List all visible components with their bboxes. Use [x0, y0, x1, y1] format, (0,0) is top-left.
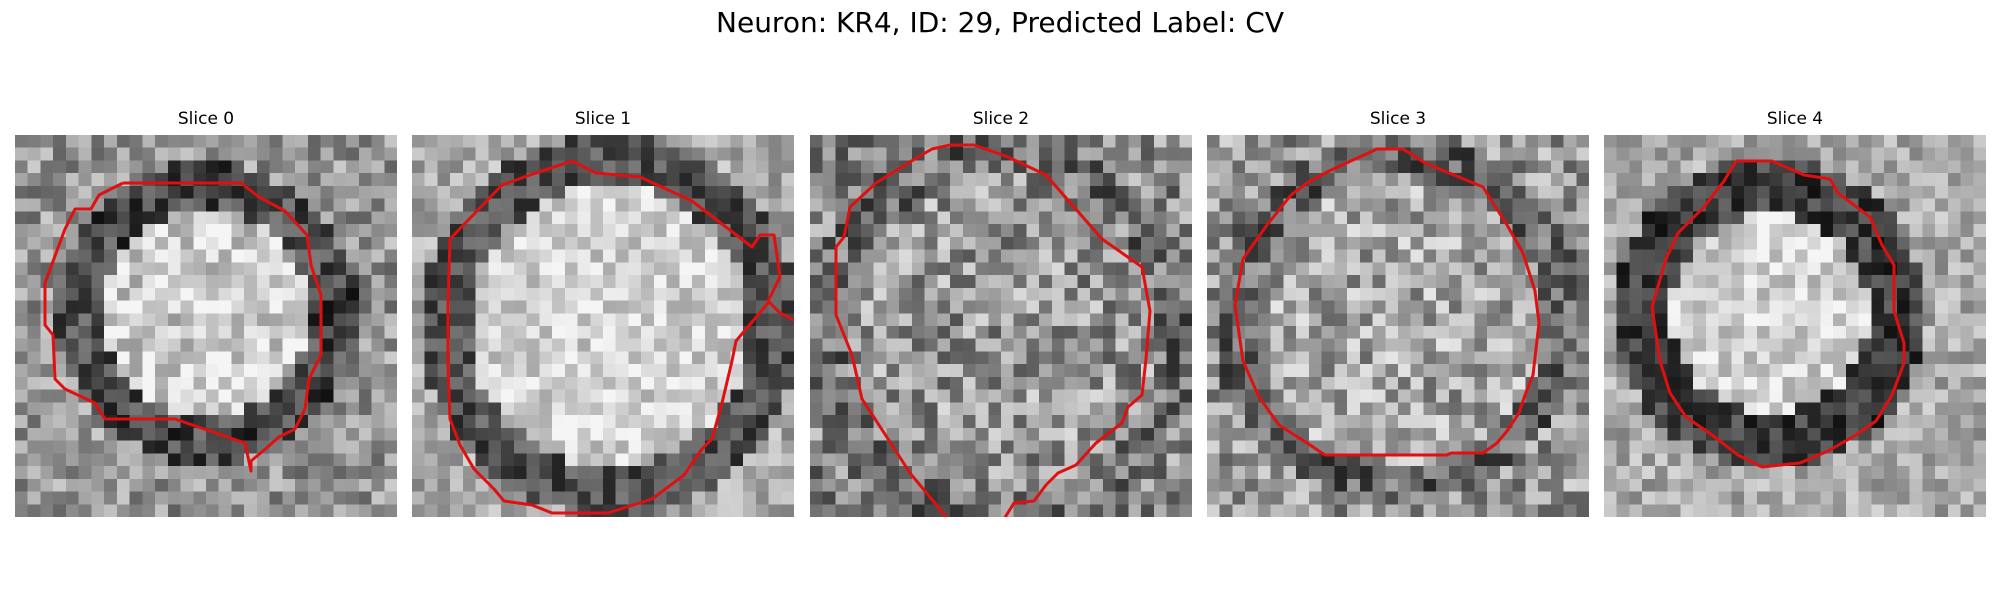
segmentation-contour-3 [1233, 147, 1541, 457]
slice-title-3: Slice 3 [1369, 109, 1427, 129]
slice-title-0: Slice 0 [177, 109, 235, 129]
segmentation-contour-0 [43, 181, 323, 473]
slice-panel-1: Slice 1 [412, 109, 794, 517]
segmentation-contour-2 [834, 143, 1152, 517]
slice-image-1 [412, 135, 794, 517]
slice-title-2: Slice 2 [972, 109, 1030, 129]
slice-title-1: Slice 1 [574, 109, 632, 129]
slice-panel-4: Slice 4 [1604, 109, 1986, 517]
slice-panel-0: Slice 0 [15, 109, 397, 517]
segmentation-contour-1 [446, 159, 794, 515]
slice-image-3 [1207, 135, 1589, 517]
slice-image-0 [15, 135, 397, 517]
slice-grayscale-image-0 [15, 135, 397, 517]
figure-title: Neuron: KR4, ID: 29, Predicted Label: CV [716, 6, 1284, 39]
slice-image-2 [810, 135, 1192, 517]
slice-grayscale-image-3 [1207, 135, 1589, 517]
slice-grayscale-image-1 [412, 135, 794, 517]
slice-panel-2: Slice 2 [810, 109, 1192, 517]
slice-grayscale-image-2 [810, 135, 1192, 517]
slice-grayscale-image-4 [1604, 135, 1986, 517]
segmentation-contour-4 [1650, 159, 1906, 469]
slice-title-4: Slice 4 [1766, 109, 1824, 129]
slice-image-4 [1604, 135, 1986, 517]
slice-panel-3: Slice 3 [1207, 109, 1589, 517]
